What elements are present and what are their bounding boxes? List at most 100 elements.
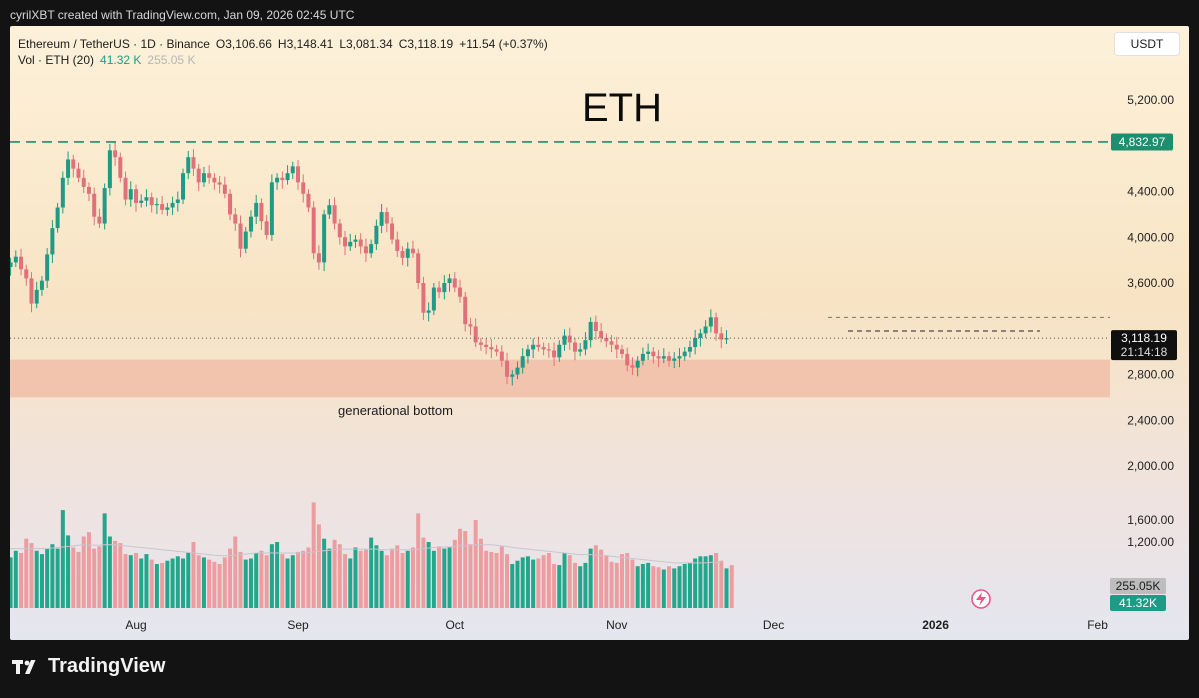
volume-bar [144, 554, 149, 608]
volume-bar [395, 545, 400, 608]
volume-bar [656, 567, 661, 608]
flash-icon[interactable] [971, 589, 991, 609]
volume-ma-value: 255.05 K [147, 53, 196, 67]
candle-body [484, 344, 489, 348]
volume-bar [154, 564, 159, 608]
volume-bar [672, 568, 677, 608]
candle-body [144, 197, 149, 201]
price-tick-label: 2,400.00 [1127, 413, 1174, 427]
candle-body [651, 351, 656, 357]
volume-bar [426, 542, 431, 608]
volume-bar [625, 553, 630, 608]
candle-body [301, 182, 306, 194]
candle-body [66, 159, 71, 178]
volume-bar [515, 560, 520, 608]
candle-body [682, 351, 687, 357]
volume-bars-group [10, 502, 734, 608]
chart-legend: Ethereum / TetherUS · 1D · Binance O3,10… [18, 36, 548, 68]
volume-bar [484, 550, 489, 608]
volume-bar [599, 549, 604, 608]
tradingview-logo[interactable]: TradingView [12, 655, 165, 678]
candle-body [672, 358, 677, 361]
candle-body [123, 177, 128, 200]
volume-bar [175, 556, 180, 608]
candle-body [656, 356, 661, 359]
volume-tick-label: 1,600.00 [1127, 513, 1174, 527]
volume-bar [353, 547, 358, 608]
candle-body [86, 186, 91, 194]
candle-body [578, 349, 583, 352]
candle-body [609, 341, 614, 345]
volume-bar [322, 538, 327, 608]
candle-countdown: 21:14:18 [1121, 345, 1168, 359]
candle-body [557, 344, 562, 358]
volume-bar [55, 548, 60, 608]
chart-panel[interactable]: 2,000.00 2,400.00 2,800.00 3,600.00 4,000.00… [10, 26, 1189, 640]
candle-body [13, 256, 18, 263]
candle-body [478, 342, 483, 345]
candle-body [107, 150, 112, 189]
currency-button[interactable]: USDT [1114, 32, 1180, 56]
candle-body [520, 356, 525, 368]
support-zone [10, 359, 1110, 398]
candle-body [395, 239, 400, 251]
candle-body [113, 150, 118, 158]
candle-body [599, 331, 604, 338]
volume-bar [13, 550, 18, 608]
candle-body [562, 335, 567, 345]
candle-body [149, 197, 154, 206]
candle-body [463, 296, 468, 325]
volume-bar [254, 553, 259, 608]
candle-body [280, 177, 285, 181]
price-axis: 2,000.00 2,400.00 2,800.00 3,600.00 4,000.00… [1127, 93, 1174, 549]
candle-body [724, 338, 729, 340]
candle-body [646, 351, 651, 354]
volume-bar [264, 555, 269, 608]
time-tick-label: Aug [125, 618, 146, 632]
candle-body [134, 189, 138, 203]
volume-bar [243, 559, 248, 608]
volume-bar [431, 550, 436, 608]
volume-bar [92, 548, 97, 608]
volume-bar [458, 528, 462, 608]
volume-bar [630, 559, 635, 608]
tradingview-logo-icon [12, 659, 36, 674]
candle-body [541, 347, 546, 350]
volume-bar [369, 537, 374, 608]
candle-body [499, 351, 504, 361]
volume-bar [442, 548, 447, 608]
candle-body [426, 310, 431, 313]
volume-bar [34, 550, 39, 608]
candle-body [703, 326, 708, 334]
candle-body [552, 350, 557, 358]
candle-body [719, 333, 724, 340]
volume-bar [531, 559, 536, 608]
price-chart[interactable]: 2,000.00 2,400.00 2,800.00 3,600.00 4,000.00… [10, 26, 1189, 640]
top-meta-bar: cyrilXBT created with TradingView.com, J… [0, 0, 1199, 28]
candle-body [222, 184, 227, 194]
candle-body [139, 200, 144, 203]
volume-bar [71, 547, 76, 608]
volume-bar [306, 547, 311, 608]
volume-bar [437, 546, 442, 608]
volume-bar [217, 564, 222, 608]
candle-body [332, 205, 337, 224]
candle-body [546, 349, 551, 351]
candle-body [583, 340, 588, 350]
volume-bar [128, 555, 133, 608]
volume-bar [165, 560, 170, 608]
volume-bar [421, 537, 426, 608]
volume-bar [588, 548, 593, 608]
volume-bar [222, 557, 227, 608]
pair-label: Ethereum / TetherUS · 1D · Binance [18, 37, 210, 51]
volume-last-label: 41.32K [1119, 596, 1157, 610]
candle-body [421, 283, 426, 313]
volume-bar [390, 548, 395, 608]
candle-body [593, 321, 598, 332]
candle-body [207, 173, 212, 178]
volume-bar [572, 562, 577, 608]
volume-bar [620, 554, 624, 608]
volume-bar [348, 558, 353, 608]
volume-bar [499, 546, 504, 608]
candle-body [515, 367, 520, 375]
